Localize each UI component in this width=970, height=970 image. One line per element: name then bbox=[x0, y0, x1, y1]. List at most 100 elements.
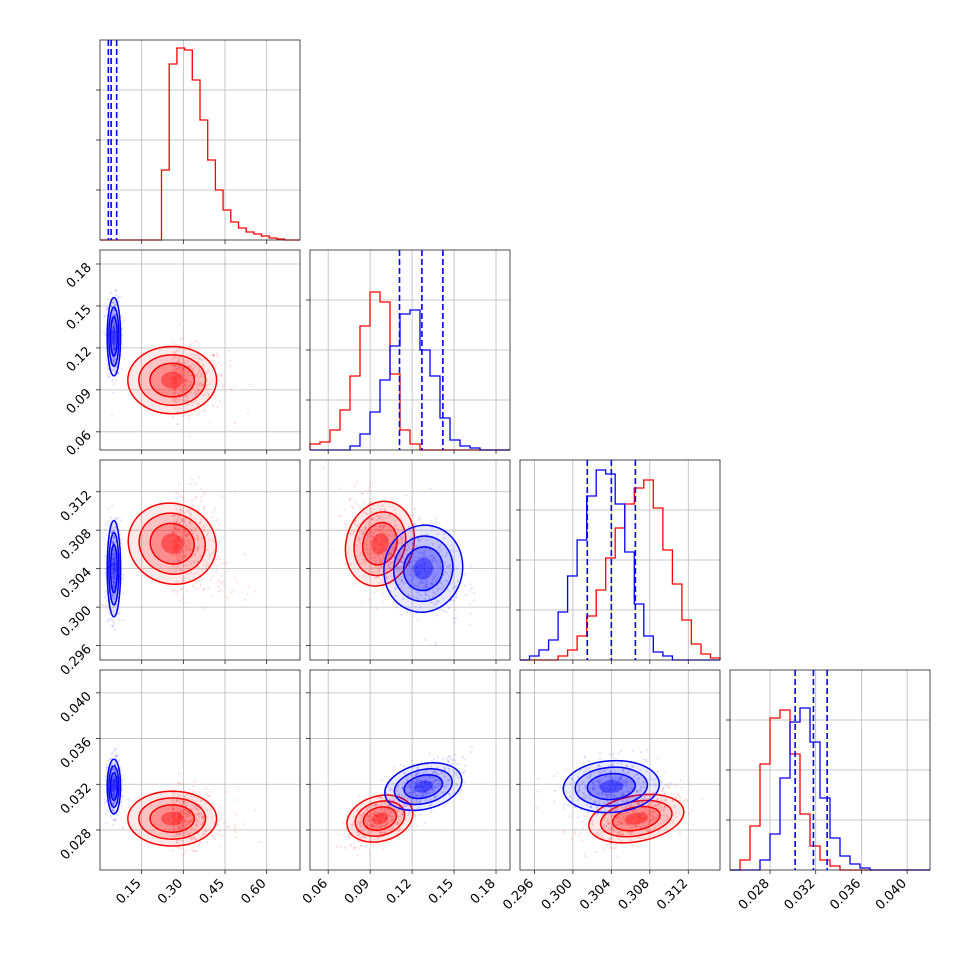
scatter-point bbox=[409, 561, 412, 564]
scatter-point bbox=[111, 780, 114, 784]
scatter-point bbox=[202, 505, 206, 508]
scatter-point bbox=[112, 571, 116, 574]
scatter-point bbox=[175, 349, 179, 352]
scatter-point bbox=[386, 809, 390, 813]
scatter-point bbox=[113, 623, 116, 626]
scatter-point bbox=[112, 352, 115, 355]
scatter-point bbox=[190, 827, 193, 830]
scatter-point bbox=[608, 823, 611, 826]
scatter-point bbox=[388, 803, 391, 807]
scatter-point bbox=[360, 814, 363, 817]
scatter-point bbox=[196, 549, 199, 552]
scatter-point bbox=[175, 799, 179, 802]
scatter-point bbox=[413, 574, 416, 577]
scatter-point bbox=[364, 526, 367, 529]
scatter-point bbox=[358, 821, 361, 824]
scatter-point bbox=[413, 523, 416, 526]
scatter-point bbox=[177, 846, 180, 849]
scatter-point bbox=[413, 782, 416, 785]
scatter-point bbox=[194, 497, 197, 500]
scatter-point bbox=[350, 827, 354, 830]
scatter-point bbox=[113, 342, 116, 345]
scatter-point bbox=[173, 399, 176, 402]
scatter-point bbox=[104, 574, 107, 577]
scatter-point bbox=[636, 822, 639, 825]
scatter-point bbox=[174, 570, 177, 573]
scatter-point bbox=[655, 816, 658, 819]
scatter-point bbox=[112, 580, 115, 584]
scatter-point bbox=[186, 539, 189, 542]
density-fill-red bbox=[161, 533, 184, 554]
scatter-point bbox=[178, 569, 182, 572]
scatter-point bbox=[202, 524, 205, 527]
scatter-point bbox=[213, 564, 216, 567]
scatter-point bbox=[425, 582, 428, 585]
scatter-point bbox=[177, 822, 180, 826]
scatter-point bbox=[415, 799, 419, 802]
scatter-point bbox=[440, 569, 443, 572]
scatter-point bbox=[173, 387, 176, 390]
scatter-point bbox=[105, 822, 108, 825]
scatter-point bbox=[198, 521, 201, 524]
scatter-point bbox=[383, 507, 386, 510]
scatter-point bbox=[382, 525, 385, 528]
scatter-point bbox=[671, 822, 674, 825]
scatter-point bbox=[186, 376, 189, 379]
scatter-point bbox=[380, 831, 383, 834]
scatter-point bbox=[635, 820, 638, 824]
scatter-point bbox=[111, 561, 114, 564]
scatter-point bbox=[402, 582, 405, 585]
scatter-point bbox=[209, 828, 212, 832]
scatter-point bbox=[196, 587, 199, 590]
scatter-point bbox=[416, 537, 420, 540]
scatter-point bbox=[384, 811, 387, 814]
scatter-point bbox=[426, 782, 429, 786]
scatter-point bbox=[114, 314, 117, 317]
scatter-point bbox=[345, 523, 348, 526]
scatter-point bbox=[365, 807, 368, 811]
scatter-point bbox=[185, 804, 188, 807]
scatter-point bbox=[113, 780, 116, 783]
scatter-point bbox=[372, 508, 375, 511]
scatter-point bbox=[174, 527, 177, 530]
scatter-point bbox=[419, 798, 422, 801]
scatter-point bbox=[657, 814, 660, 817]
scatter-point bbox=[111, 782, 114, 786]
scatter-point bbox=[380, 779, 384, 782]
scatter-point bbox=[415, 781, 418, 784]
scatter-point bbox=[185, 601, 188, 605]
scatter-point bbox=[111, 562, 114, 566]
scatter-point bbox=[401, 806, 404, 809]
scatter-point bbox=[192, 584, 195, 587]
scatter-point bbox=[104, 604, 107, 607]
scatter-point bbox=[114, 783, 117, 786]
scatter-point bbox=[112, 803, 115, 806]
scatter-point bbox=[178, 824, 181, 827]
scatter-point bbox=[120, 316, 123, 319]
scatter-point bbox=[113, 768, 116, 771]
scatter-point bbox=[411, 804, 414, 807]
scatter-point bbox=[382, 813, 385, 816]
scatter-point bbox=[375, 825, 379, 828]
scatter-point bbox=[385, 576, 388, 580]
scatter-point bbox=[112, 330, 115, 333]
scatter-point bbox=[112, 803, 115, 806]
scatter-point bbox=[243, 823, 246, 826]
scatter-point bbox=[335, 845, 339, 849]
scatter-point bbox=[435, 520, 438, 524]
scatter-point bbox=[180, 551, 183, 554]
scatter-point bbox=[636, 825, 639, 829]
scatter-point bbox=[228, 825, 231, 828]
scatter-point bbox=[648, 795, 651, 798]
scatter-point bbox=[407, 798, 410, 801]
scatter-point bbox=[430, 582, 433, 585]
scatter-point bbox=[113, 327, 116, 330]
scatter-point bbox=[113, 347, 116, 350]
scatter-point bbox=[395, 586, 398, 590]
scatter-point bbox=[186, 395, 190, 399]
scatter-point bbox=[397, 566, 400, 569]
scatter-point bbox=[179, 521, 182, 524]
scatter-point bbox=[352, 820, 355, 824]
scatter-point bbox=[174, 812, 177, 815]
scatter-point bbox=[198, 357, 201, 360]
